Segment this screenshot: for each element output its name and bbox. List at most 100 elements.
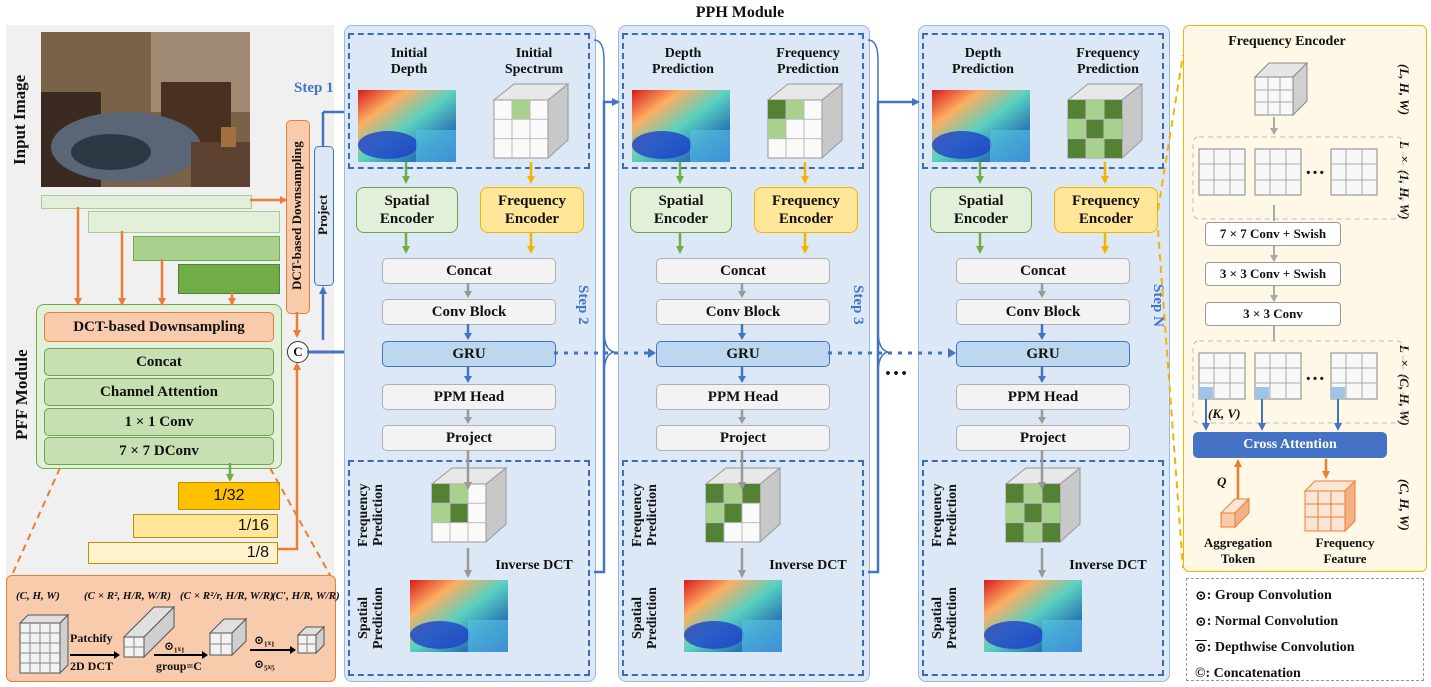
- fe-op-3x3-swish: 3 × 3 Conv + Swish: [1205, 262, 1341, 286]
- step-depth-map-2: [632, 90, 730, 167]
- pff-row-1x1-conv: 1 × 1 Conv: [44, 408, 274, 436]
- legend-depthwise-conv: ⊙: Depthwise Convolution: [1195, 635, 1415, 661]
- inverse-dct-label: Inverse DCT: [769, 558, 847, 573]
- input-grid-cube: [18, 613, 70, 675]
- feature-bar-3: [133, 236, 280, 261]
- bottom-depth-map-2: [684, 580, 782, 657]
- frequency-encoder-panel: [1183, 25, 1427, 572]
- fe-aggregation-token: Aggregation Token: [1203, 535, 1273, 566]
- step-depth-map-3: [932, 90, 1030, 167]
- fe-op-7x7: 7 × 7 Conv + Swish: [1205, 222, 1341, 246]
- legend-symbol-icon: ⊙: [1195, 614, 1207, 630]
- inverse-dct-label: Inverse DCT: [495, 558, 573, 573]
- dm-bot-2: [984, 580, 1082, 652]
- step-arrows-2: [676, 162, 809, 578]
- step-top-group-3: [922, 33, 1164, 169]
- fe-shape4: (C, H, W): [1397, 479, 1412, 531]
- fe-shape1: (L, H, W): [1397, 64, 1412, 116]
- legend-group-conv: ⊙: Group Convolution: [1195, 583, 1415, 609]
- legend-concatenation: ©: Concatenation: [1195, 661, 1415, 687]
- feature-bar-1: [41, 195, 252, 209]
- bottom-spectrum-1: [428, 464, 512, 553]
- spatial-encoder: Spatial Encoder: [356, 187, 458, 233]
- legend-text: : Normal Convolution: [1206, 614, 1339, 629]
- fe-q-label: Q: [1217, 474, 1227, 489]
- output-1-32: 1/32: [178, 482, 280, 510]
- step-top-left-label: Depth Prediction: [652, 46, 714, 77]
- legend-text: : Concatenation: [1205, 666, 1301, 681]
- legend-symbol-icon: ⊙: [1195, 640, 1207, 656]
- pff-row-7x7-dconv: 7 × 7 DConv: [44, 437, 274, 465]
- frequency-feature-cube: [1303, 479, 1357, 533]
- spectrum-cube: [1066, 82, 1144, 160]
- patchify-label: Patchify: [70, 631, 113, 645]
- step-arrows-3: [976, 162, 1109, 578]
- step-spectrum-2: [764, 80, 848, 169]
- op1-label: ⊙₁ₓ₁: [164, 639, 185, 653]
- output-1-8: 1/8: [88, 542, 278, 564]
- dm-top-1: [632, 90, 730, 162]
- aggregation-token-shape: [1219, 497, 1251, 529]
- dm-top-0: [358, 90, 456, 162]
- op3-label: ⊙₅ₓ₅: [254, 657, 275, 671]
- project-block: Project: [956, 425, 1130, 451]
- step-1-label: Step 1: [294, 80, 334, 96]
- concat-block: Concat: [956, 258, 1130, 284]
- step-depth-map-1: [358, 90, 456, 167]
- step-side-label: Step 2: [575, 285, 591, 325]
- patchified-cube: [122, 605, 176, 659]
- project-block: Project: [656, 425, 830, 451]
- fe-input-cube: [1253, 61, 1309, 117]
- input-image: [41, 32, 250, 187]
- legend-text: : Depthwise Convolution: [1206, 640, 1355, 655]
- legend-normal-conv: ⊙: Normal Convolution: [1195, 609, 1415, 635]
- fe-frequency-feature: Frequency Feature: [1315, 535, 1375, 566]
- group-label: group=C: [156, 659, 202, 673]
- step-top-group-1: [348, 33, 590, 169]
- frequency-encoder: Frequency Encoder: [1054, 187, 1158, 233]
- dm-bot-0: [410, 580, 508, 652]
- fe-diagram: [1192, 61, 1404, 533]
- pff-dct-header: DCT-based Downsampling: [44, 312, 274, 342]
- fe-ellipsis-1: …: [1305, 157, 1325, 179]
- feature-bar-2: [88, 211, 280, 233]
- op2-label: ⊙₁ₓ₁: [254, 633, 275, 647]
- bottom-depth-map-1: [410, 580, 508, 657]
- pff-row-concat: Concat: [44, 348, 274, 376]
- fe-ellipsis-2: …: [1305, 363, 1325, 385]
- spectrum-cube: [704, 466, 782, 544]
- spectrum-cube: [430, 466, 508, 544]
- conv-block: Conv Block: [656, 299, 830, 325]
- concat-block: Concat: [656, 258, 830, 284]
- fe-op-3x3: 3 × 3 Conv: [1205, 302, 1341, 326]
- step-top-left-label: Depth Prediction: [952, 46, 1014, 77]
- step-side-label: Step 3: [850, 285, 866, 325]
- grouped-cube: [208, 617, 248, 657]
- shape-chw: (C, H, W): [16, 590, 60, 602]
- output-cube: [296, 625, 326, 655]
- step-spectrum-1: [490, 80, 574, 169]
- fe-cross-attention: Cross Attention: [1193, 432, 1387, 458]
- dct-detail-diagram: [18, 605, 326, 675]
- pff-row-channel-attention: Channel Attention: [44, 378, 274, 406]
- legend-symbol-icon: ⊙: [1195, 588, 1207, 604]
- dct2d-label: 2D DCT: [70, 659, 114, 673]
- pph-module-title: PPH Module: [695, 4, 785, 21]
- project-vertical: [314, 146, 334, 286]
- legend-symbol-icon: ©: [1195, 666, 1206, 681]
- ppm-head-block: PPM Head: [656, 384, 830, 410]
- dm-bot-1: [684, 580, 782, 652]
- feature-bar-4: [178, 264, 280, 294]
- fe-shape2: L × (1, H, W): [1397, 140, 1412, 220]
- fe-title: Frequency Encoder: [1228, 34, 1346, 49]
- output-1-16: 1/16: [133, 514, 278, 538]
- step-top-right-label: Initial Spectrum: [504, 46, 564, 77]
- spectrum-cube: [492, 82, 570, 160]
- step-top-group-2: [622, 33, 864, 169]
- concat-block: Concat: [382, 258, 556, 284]
- fe-kv-label: (K, V): [1208, 406, 1241, 421]
- legend: ⊙: Group Convolution ⊙: Normal Convoluti…: [1186, 578, 1424, 681]
- step-top-right-label: Frequency Prediction: [1076, 46, 1140, 77]
- dct-downsampling-vertical: [286, 120, 310, 314]
